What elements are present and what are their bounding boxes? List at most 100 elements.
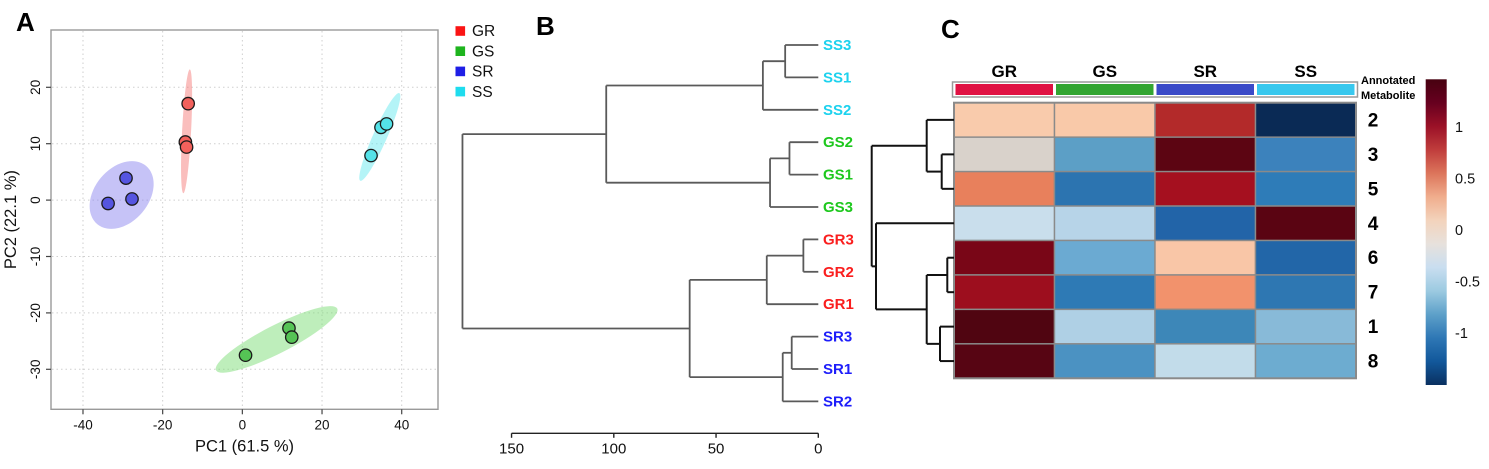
pca-legend: GR GS SR SS	[455, 23, 495, 101]
y-tick-label: 10	[28, 136, 43, 151]
heatmap-cell-r3-sr	[1154, 136, 1257, 173]
leaf-label-gs2: GS2	[823, 134, 853, 151]
colorbar	[1425, 79, 1447, 386]
leaf-label-sr3: SR3	[823, 329, 852, 346]
point-sr	[119, 171, 133, 185]
point-gr	[181, 96, 196, 111]
panel-b-label: B	[536, 11, 555, 41]
heatmap-cell-r1-gs	[1053, 308, 1156, 345]
heatmap-cell-r8-sr	[1154, 343, 1257, 380]
heatmap-cell-r4-gr	[953, 205, 1056, 242]
heatmap-cell-r2-ss	[1254, 101, 1357, 138]
point-gs	[284, 330, 299, 345]
b-axis-tick-label: 0	[814, 440, 822, 457]
heatmap-cell-r7-ss	[1254, 274, 1357, 311]
heatmap-cell-r5-sr	[1154, 170, 1257, 207]
leaf-label-ss3: SS3	[823, 37, 851, 54]
panel-a-label: A	[16, 7, 35, 37]
group-strip-border	[951, 81, 1359, 98]
heatmap-cell-r3-gr	[953, 136, 1056, 173]
point-sr	[125, 192, 139, 206]
colorbar-tick-label: -0.5	[1455, 275, 1480, 291]
b-axis-tick-label: 100	[601, 440, 626, 457]
leaf-label-gr1: GR1	[823, 296, 854, 313]
heatmap-row-label-8: 8	[1368, 352, 1379, 373]
y-axis-title: PC2 (22.1 %)	[2, 170, 20, 269]
colorbar-tick-label: 0	[1455, 223, 1463, 239]
point-ss	[364, 148, 378, 163]
heatmap-cell-r1-gr	[953, 308, 1056, 345]
panel-c-heatmap: GR GS SR SS Annotated Metabolite 2 3 5 4 6 7 1 8 1 0.5 0…	[870, 62, 1480, 386]
heatmap-row-label-7: 7	[1368, 283, 1379, 304]
heatmap-col-header-gs: GS	[1092, 62, 1117, 81]
heatmap-cell-r6-sr	[1154, 239, 1257, 276]
group-strip-gs	[1056, 84, 1154, 95]
colorbar-tick-label: -1	[1455, 326, 1468, 342]
heatmap-col-header-ss: SS	[1294, 62, 1317, 81]
y-tick-label: -20	[28, 303, 43, 323]
heatmap-cell-r5-gs	[1053, 170, 1156, 207]
b-axis-tick-label: 50	[708, 440, 725, 457]
b-axis-tick-label: 150	[499, 440, 524, 457]
heatmap-cell-r2-gr	[953, 101, 1056, 138]
leaf-label-gs3: GS3	[823, 199, 853, 216]
x-tick-label: 40	[394, 417, 409, 432]
legend-label-sr: SR	[472, 64, 494, 81]
heatmap-cell-r6-gs	[1053, 239, 1156, 276]
annotated-label: Annotated	[1361, 75, 1415, 87]
y-tick-label: -10	[28, 247, 43, 267]
leaf-label-sr2: SR2	[823, 393, 852, 410]
heatmap-cell-r2-gs	[1053, 101, 1156, 138]
heatmap-cell-r4-sr	[1154, 205, 1257, 242]
heatmap-cell-r3-gs	[1053, 136, 1156, 173]
leaf-label-ss2: SS2	[823, 102, 851, 119]
point-sr	[101, 196, 115, 211]
y-tick-label: 20	[28, 80, 43, 95]
x-axis-title: PC1 (61.5 %)	[195, 437, 294, 455]
x-tick-label: -40	[73, 417, 93, 432]
legend-label-ss: SS	[472, 84, 493, 101]
heatmap-row-label-5: 5	[1368, 179, 1379, 200]
point-gs	[238, 348, 253, 363]
group-strip-gr	[955, 84, 1053, 95]
heatmap-border	[953, 101, 1357, 380]
heatmap-row-label-6: 6	[1368, 248, 1379, 269]
legend-swatch-gr	[455, 26, 466, 36]
point-gr	[179, 140, 194, 154]
heatmap-cell-r7-gr	[953, 274, 1056, 311]
leaf-label-gr3: GR3	[823, 231, 854, 248]
heatmap-cell-r8-ss	[1254, 343, 1357, 380]
legend-label-gr: GR	[472, 23, 495, 40]
x-tick-label: 20	[315, 417, 330, 432]
heatmap-cell-r1-sr	[1154, 308, 1257, 345]
heatmap-col-header-gr: GR	[992, 62, 1018, 81]
heatmap-cell-r8-gr	[953, 343, 1056, 380]
legend-swatch-gs	[455, 46, 466, 56]
point-ss	[379, 117, 394, 131]
heatmap-cell-r6-gr	[953, 239, 1056, 276]
heatmap-cell-r3-ss	[1254, 136, 1357, 173]
leaf-label-sr1: SR1	[823, 361, 852, 378]
heatmap-cell-r4-ss	[1254, 205, 1357, 242]
heatmap-cell-r5-gr	[953, 170, 1056, 207]
heatmap-col-header-sr: SR	[1193, 62, 1217, 81]
panel-b-dendrogram: SS3 SS1 SS2 GS2 GS1 GS3 GR3 GR2 GR1 SR3 SR1 SR2 150 1…	[461, 37, 854, 457]
heatmap-cell-r2-sr	[1154, 101, 1257, 138]
legend-swatch-ss	[455, 86, 466, 97]
legend-label-gs: GS	[472, 43, 494, 60]
heatmap-cell-r5-ss	[1254, 170, 1357, 207]
group-strip-sr	[1156, 84, 1254, 95]
x-tick-label: 0	[239, 417, 247, 432]
group-strip-ss	[1257, 84, 1355, 95]
heatmap-cell-r1-ss	[1254, 308, 1357, 345]
panel-a-pca: -40 -20 0 20 40 -30 -20 -10 0 10 20 PC1 (61.5 %) PC2…	[2, 23, 495, 455]
metabolite-label: Metabolite	[1361, 90, 1415, 102]
colorbar-tick-label: 0.5	[1455, 172, 1475, 188]
heatmap-cell-r4-gs	[1053, 205, 1156, 242]
heatmap-row-label-2: 2	[1368, 110, 1379, 131]
y-tick-label: 0	[28, 196, 43, 204]
y-tick-label: -30	[28, 360, 43, 380]
heatmap-row-label-1: 1	[1368, 317, 1379, 338]
